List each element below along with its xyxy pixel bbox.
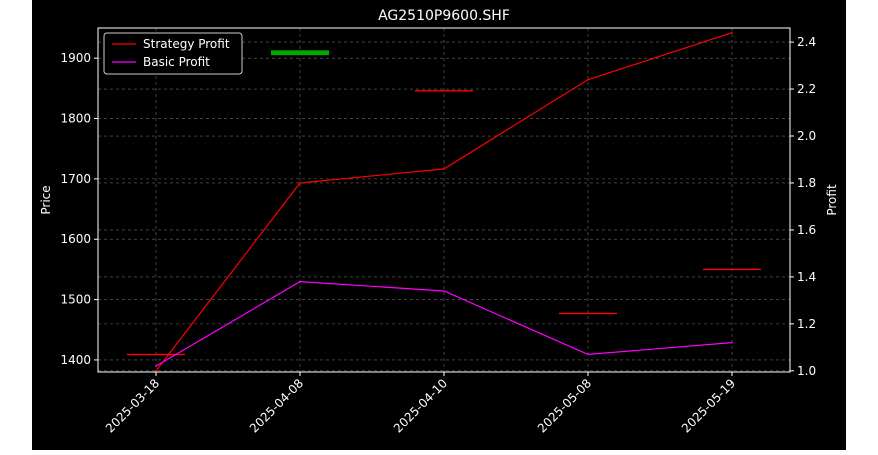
series-point-1	[731, 341, 733, 344]
right-tick-label: 1.4	[797, 270, 816, 284]
right-tick-label: 2.4	[797, 35, 816, 49]
left-tick-label: 1800	[60, 112, 91, 126]
right-tick-label: 1.6	[797, 223, 816, 237]
series-point-1	[587, 353, 589, 356]
price-candles	[127, 50, 761, 356]
legend-label-strategy: Strategy Profit	[143, 37, 230, 51]
right-tick-label: 2.0	[797, 129, 816, 143]
series-point-0	[587, 78, 589, 81]
x-tick-label: 2025-05-08	[535, 376, 594, 435]
right-tick-label: 2.2	[797, 82, 816, 96]
x-tick-label: 2025-04-08	[247, 376, 306, 435]
legend-box	[103, 32, 243, 75]
x-tick-label: 2025-03-18	[103, 376, 162, 435]
price-candle	[703, 268, 761, 271]
y-axis-label-right: Profit	[825, 184, 839, 216]
right-axis: 1.0 1.2 1.4 1.6 1.8 2.0 2.2 2.4	[790, 35, 816, 378]
series-point-0	[731, 31, 733, 34]
right-tick-label: 1.0	[797, 364, 816, 378]
left-tick-label: 1900	[60, 51, 91, 65]
series-point-1	[155, 365, 157, 367]
grid-lines	[98, 28, 790, 372]
series-point-0	[155, 370, 157, 372]
price-candle	[415, 90, 473, 92]
left-tick-label: 1500	[60, 293, 91, 307]
left-tick-label: 1400	[60, 353, 91, 367]
price-candle	[271, 50, 329, 56]
legend-label-basic: Basic Profit	[143, 55, 210, 69]
right-tick-label: 1.8	[797, 176, 816, 190]
chart-title: AG2510P9600.SHF	[378, 8, 510, 24]
series-point-0	[443, 168, 445, 170]
x-tick-label: 2025-04-10	[391, 376, 450, 435]
chart-svg: AG2510P9600.SHF 1400 1500 1600 1700 1800 1900…	[39, 8, 839, 435]
x-tick-label: 2025-05-19	[679, 376, 738, 435]
left-axis: 1400 1500 1600 1700 1800 1900	[60, 51, 98, 367]
series-point-1	[299, 280, 301, 283]
series-point-1	[443, 290, 445, 292]
legend: Strategy Profit Basic Profit	[103, 32, 243, 75]
right-tick-label: 1.2	[797, 317, 816, 331]
series-point-0	[299, 182, 301, 184]
x-axis: 2025-03-18 2025-04-08 2025-04-10 2025-05-08…	[103, 372, 738, 435]
price-candle	[127, 353, 185, 356]
left-tick-label: 1700	[60, 172, 91, 186]
chart-figure: AG2510P9600.SHF 1400 1500 1600 1700 1800 1900…	[32, 0, 846, 450]
series-lines	[155, 31, 733, 372]
plot-area-frame	[97, 27, 791, 373]
price-candle	[559, 312, 617, 315]
left-tick-label: 1600	[60, 232, 91, 246]
y-axis-label-left: Price	[39, 185, 53, 214]
